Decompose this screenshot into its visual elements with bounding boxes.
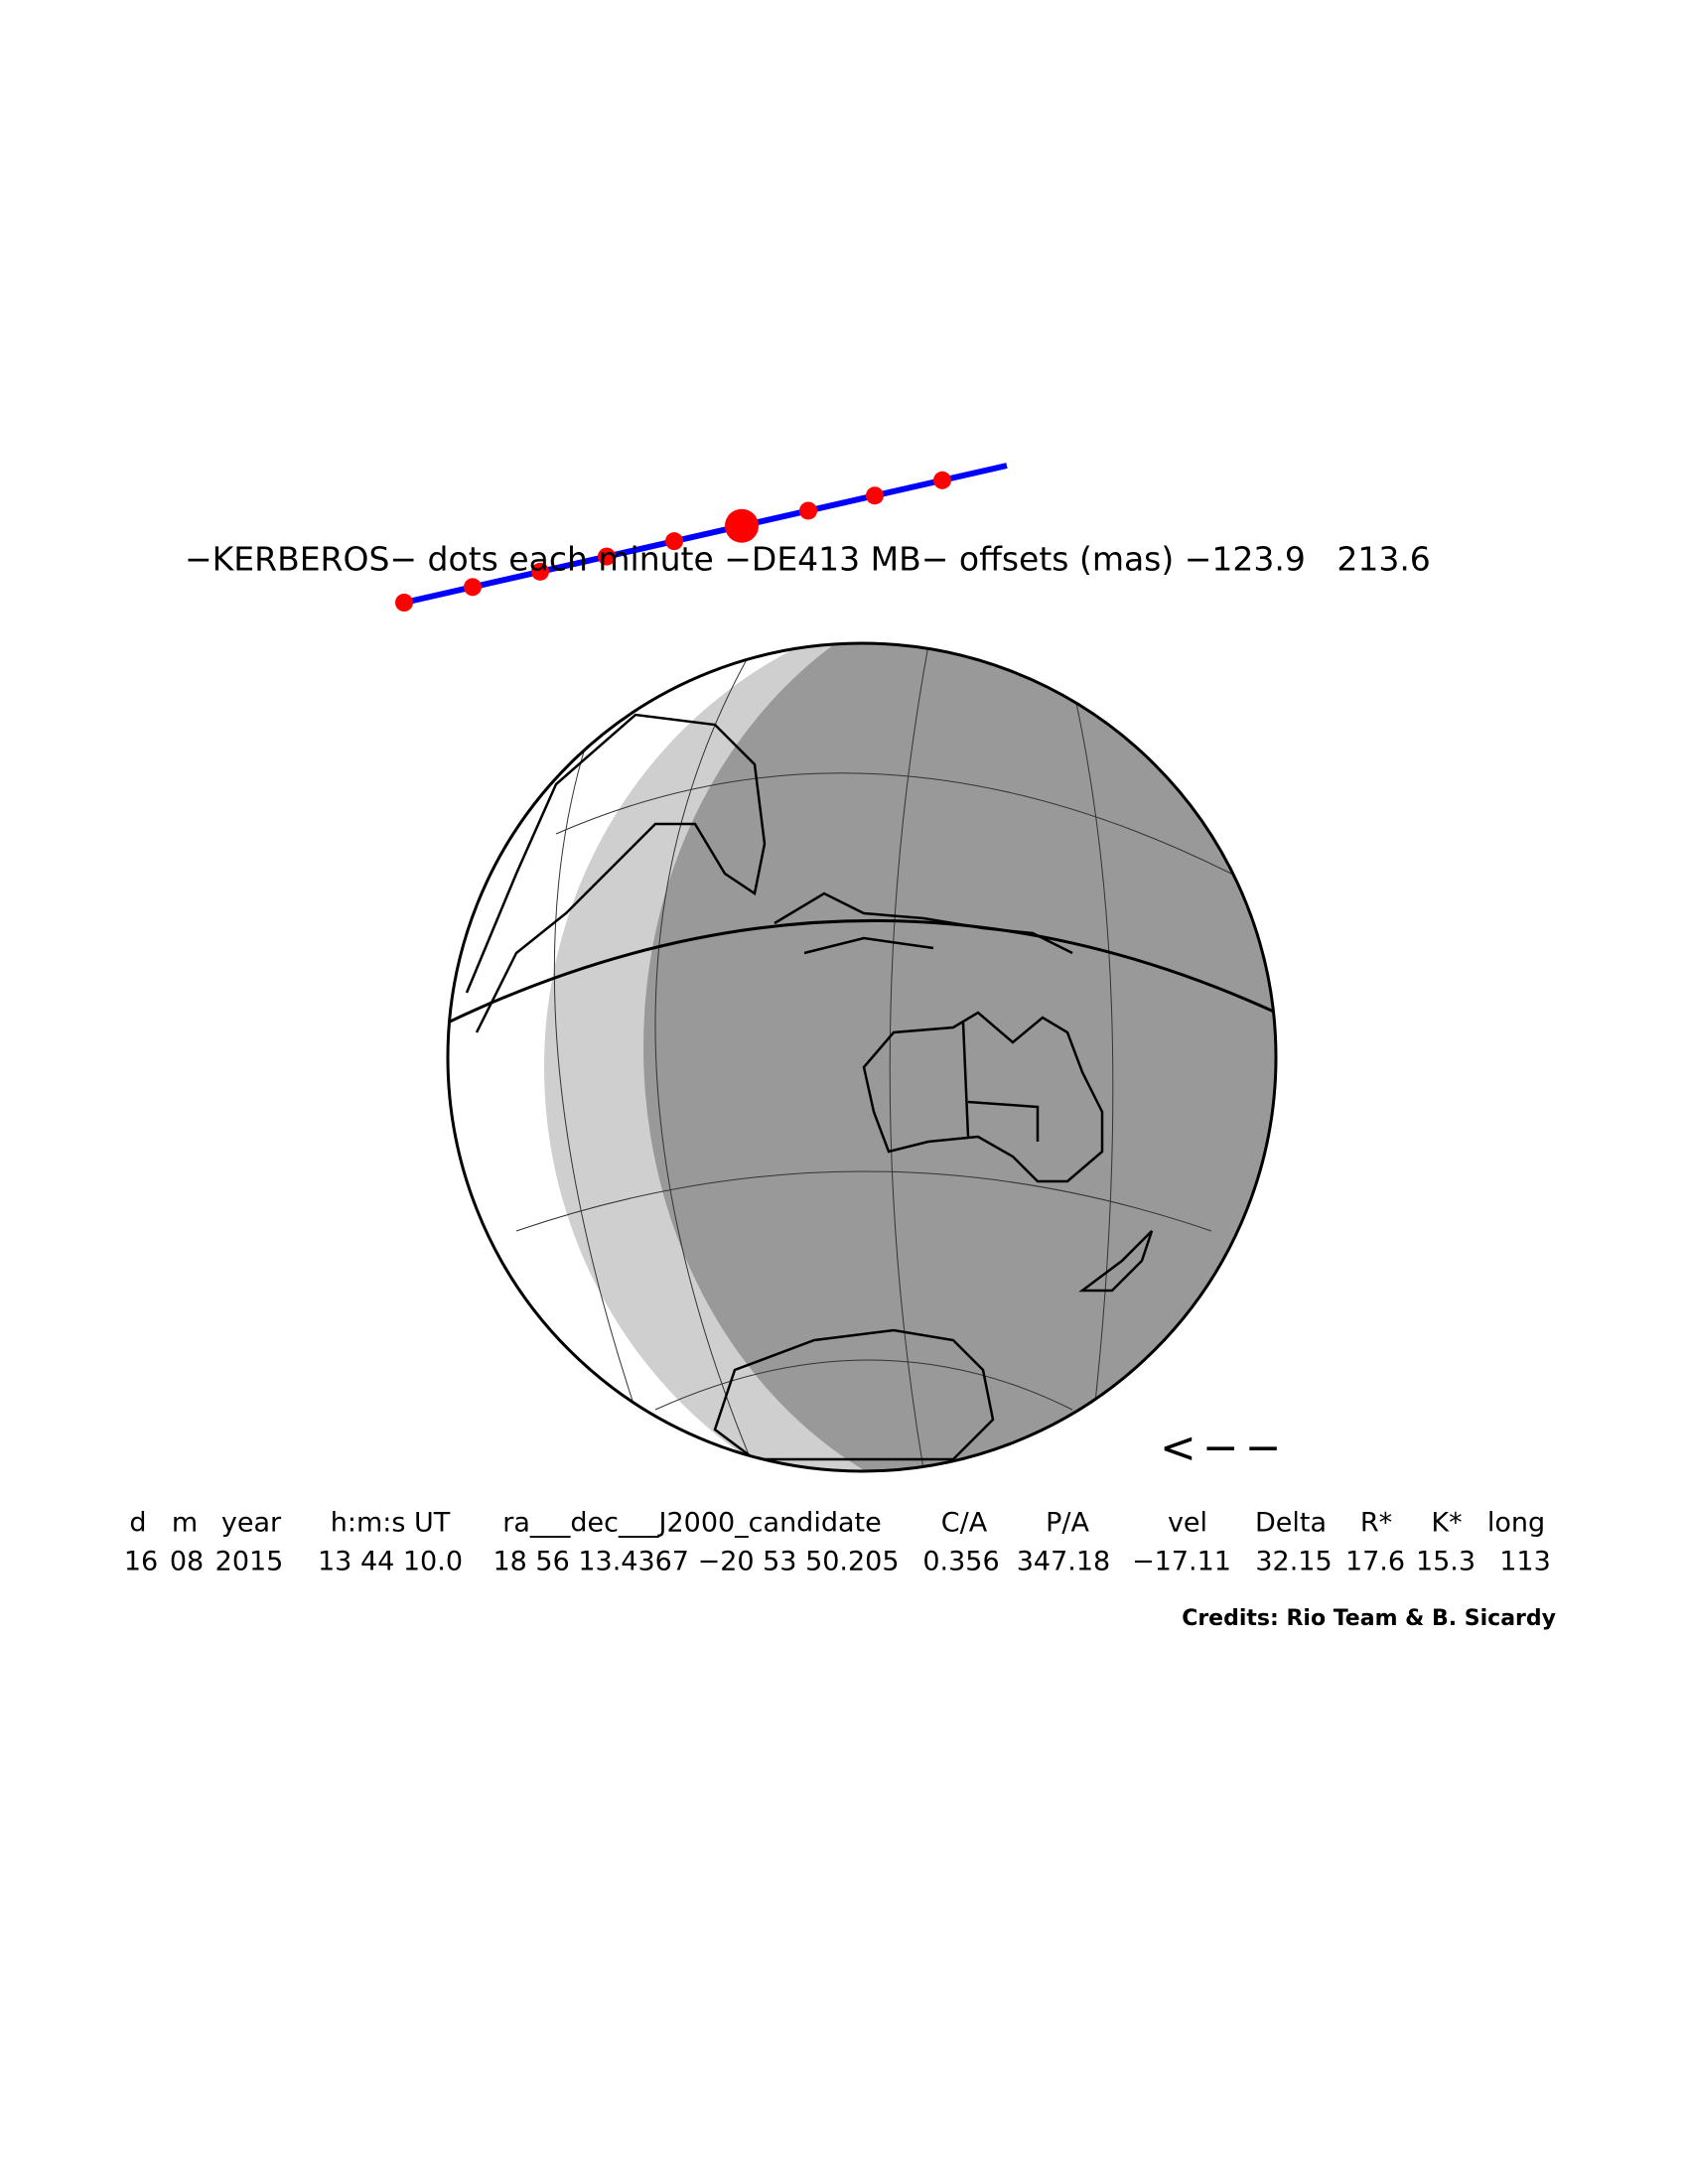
column-header: vel — [1168, 1508, 1207, 1539]
australia — [862, 1011, 1104, 1183]
column-value: 17.6 — [1345, 1547, 1405, 1577]
title: −KERBEROS− dots each minute −DE413 MB− o… — [185, 540, 1431, 579]
minute-dot — [725, 508, 759, 543]
column-value: 2015 — [215, 1547, 284, 1577]
column-header: P/A — [1046, 1508, 1089, 1539]
globe — [448, 643, 1276, 1471]
column-value: 113 — [1499, 1547, 1551, 1577]
column-header: d — [129, 1508, 146, 1539]
track-center — [448, 919, 1276, 1024]
column-header: h:m:s UT — [331, 1508, 451, 1539]
direction-arrow: <−− — [1160, 1423, 1288, 1473]
globe-outline — [446, 641, 1278, 1473]
column-header: Delta — [1255, 1508, 1327, 1539]
column-value: 13 44 10.0 — [318, 1547, 463, 1577]
minute-dot — [665, 532, 683, 551]
column-value: 32.15 — [1255, 1547, 1332, 1577]
column-header: K* — [1431, 1508, 1462, 1539]
column-header: m — [172, 1508, 198, 1539]
minute-dot — [464, 578, 482, 597]
minute-dot — [799, 501, 817, 520]
column-header: year — [221, 1508, 282, 1539]
column-header: R* — [1360, 1508, 1392, 1539]
column-value: 08 — [170, 1547, 204, 1577]
minute-dots — [395, 471, 951, 612]
minute-dot — [866, 486, 884, 505]
column-header: ra___dec___J2000_candidate — [502, 1508, 881, 1539]
minute-dot — [395, 594, 413, 612]
column-value: 15.3 — [1416, 1547, 1476, 1577]
indonesia — [774, 891, 1073, 955]
column-value: 0.356 — [922, 1547, 999, 1577]
minute-dot — [933, 471, 951, 489]
column-header: long — [1487, 1508, 1545, 1539]
column-value: 16 — [124, 1547, 158, 1577]
minute-dot — [598, 547, 616, 566]
graticule — [515, 644, 1232, 1470]
new-zealand — [1078, 1230, 1154, 1293]
column-value: 347.18 — [1017, 1547, 1110, 1577]
shadow-track — [403, 463, 1008, 606]
column-value: −17.11 — [1132, 1547, 1231, 1577]
antarctica — [713, 1328, 995, 1461]
credits: Credits: Rio Team & B. Sicardy — [1182, 1606, 1556, 1631]
asia — [465, 713, 767, 1033]
event-table: d m year h:m:s UT ra___dec___J2000_candidate… — [124, 1508, 1551, 1577]
column-header: C/A — [941, 1508, 988, 1539]
minute-dot — [531, 562, 549, 581]
column-value: 18 56 13.4367 −20 53 50.205 — [492, 1547, 899, 1577]
night-side — [643, 643, 1276, 1471]
